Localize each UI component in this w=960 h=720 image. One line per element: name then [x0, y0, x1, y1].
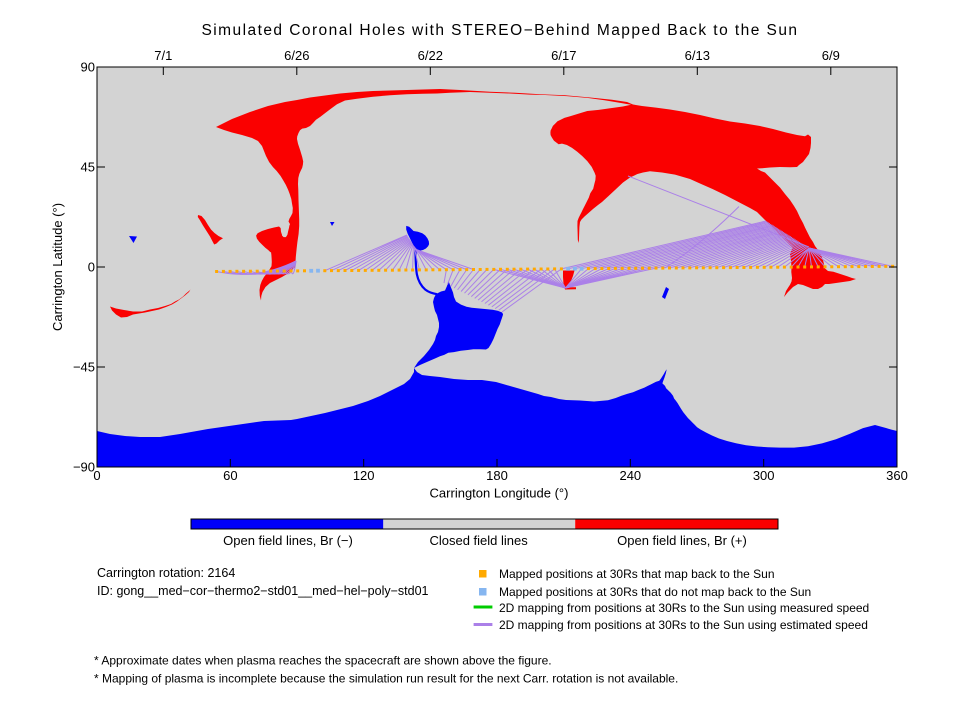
svg-text:2D mapping from positions at 3: 2D mapping from positions at 30Rs to the…: [499, 601, 869, 615]
svg-text:60: 60: [223, 468, 237, 483]
svg-text:−90: −90: [73, 460, 95, 475]
svg-text:2D mapping from positions at 3: 2D mapping from positions at 30Rs to the…: [499, 618, 868, 632]
svg-text:Closed field lines: Closed field lines: [429, 533, 528, 548]
svg-text:6/26: 6/26: [284, 48, 309, 63]
svg-text:Open field lines, Br (+): Open field lines, Br (+): [617, 533, 747, 548]
svg-text:Simulated Coronal Holes with S: Simulated Coronal Holes with STEREO−Behi…: [202, 22, 799, 39]
svg-text:120: 120: [353, 468, 375, 483]
svg-text:45: 45: [81, 160, 95, 175]
svg-text:300: 300: [753, 468, 775, 483]
svg-text:Carrington rotation: 2164: Carrington rotation: 2164: [97, 566, 235, 580]
svg-text:Mapped positions at 30Rs that: Mapped positions at 30Rs that do not map…: [499, 585, 811, 599]
svg-text:6/22: 6/22: [418, 48, 443, 63]
svg-text:240: 240: [619, 468, 641, 483]
svg-text:90: 90: [81, 60, 95, 75]
svg-text:0: 0: [93, 468, 100, 483]
svg-text:Carrington Longitude (°): Carrington Longitude (°): [430, 486, 569, 501]
svg-text:6/9: 6/9: [822, 48, 840, 63]
svg-text:7/1: 7/1: [154, 48, 172, 63]
svg-text:6/13: 6/13: [685, 48, 710, 63]
svg-text:* Approximate dates when plasm: * Approximate dates when plasma reaches …: [94, 654, 552, 668]
svg-text:ID: gong__med−cor−thermo2−std0: ID: gong__med−cor−thermo2−std01__med−hel…: [97, 584, 429, 598]
svg-text:Carrington Latitude (°): Carrington Latitude (°): [50, 203, 65, 331]
svg-text:360: 360: [886, 468, 908, 483]
svg-text:180: 180: [486, 468, 508, 483]
svg-text:Open field lines, Br (−): Open field lines, Br (−): [223, 533, 353, 548]
svg-text:* Mapping of plasma is incompl: * Mapping of plasma is incomplete becaus…: [94, 672, 678, 686]
svg-text:6/17: 6/17: [551, 48, 576, 63]
svg-text:−45: −45: [73, 360, 95, 375]
svg-text:0: 0: [88, 260, 95, 275]
svg-text:Mapped positions at 30Rs that: Mapped positions at 30Rs that map back t…: [499, 567, 775, 581]
